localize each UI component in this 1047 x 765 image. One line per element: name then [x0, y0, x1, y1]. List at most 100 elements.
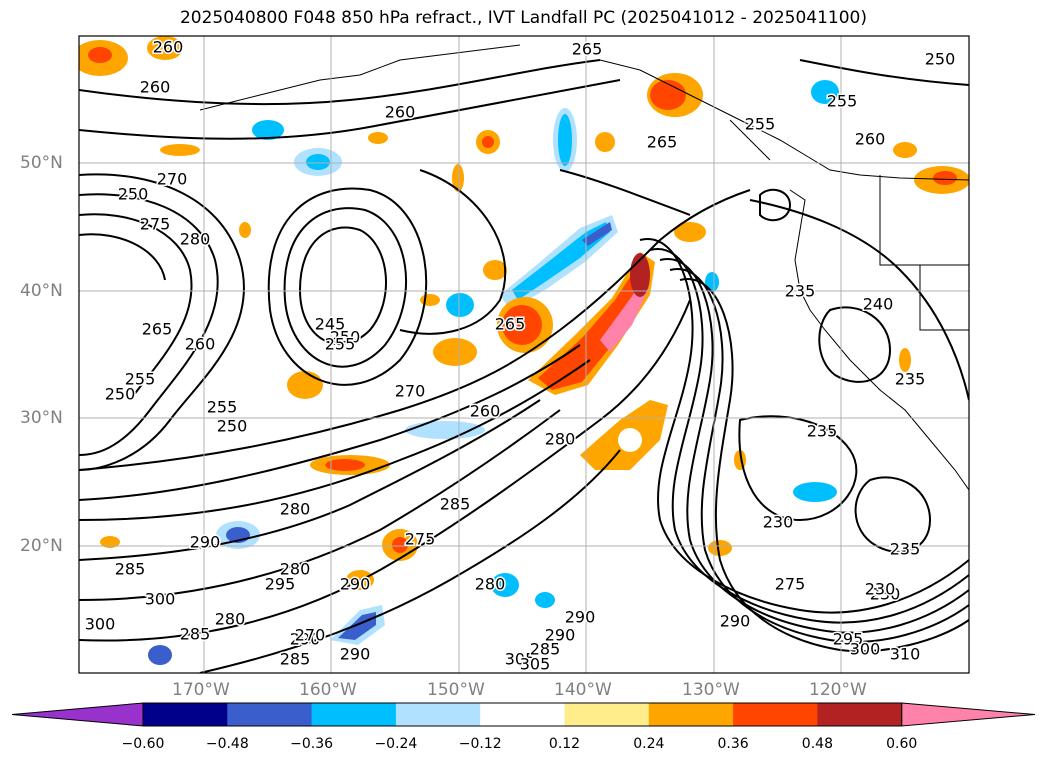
colorbar-tick-label: −0.36 — [290, 736, 334, 752]
colorbar-segment — [311, 703, 397, 726]
lon-label-130w: 130°W — [682, 680, 740, 700]
contour-label: 260 — [153, 38, 184, 57]
contour-label: 265 — [495, 315, 526, 334]
lat-label-20: 20°N — [20, 536, 63, 556]
contour-label: 280 — [215, 610, 246, 629]
contour-label: 245 — [315, 315, 346, 334]
lon-label-170w: 170°W — [172, 680, 230, 700]
colorbar-tick-label: −0.24 — [374, 736, 418, 752]
colorbar-tick-label: 0.36 — [717, 736, 749, 752]
shading-layer — [79, 36, 969, 665]
contour-label: 275 — [140, 215, 171, 234]
contour-label: 280 — [280, 560, 311, 579]
contour-label: 285 — [440, 495, 471, 514]
colorbar-segment — [648, 703, 734, 726]
contour-label: 250 — [105, 385, 136, 404]
contour-label: 285 — [530, 640, 561, 659]
contour-label: 305 — [505, 650, 536, 669]
colorbar-segment — [227, 703, 313, 726]
contour-label: 295 — [265, 575, 296, 594]
contour-label: 235 — [890, 540, 921, 559]
contour-label: 290 — [340, 645, 371, 664]
colorbar-tick-label: −0.48 — [205, 736, 249, 752]
contour-label: 230 — [870, 585, 901, 604]
map-frame — [78, 35, 970, 674]
contour-label: 280 — [545, 430, 576, 449]
contour-label: 255 — [207, 398, 238, 417]
contour-label: 290 — [720, 612, 751, 631]
contour-label: 290 — [545, 626, 576, 645]
contour-label: 290 — [290, 630, 321, 649]
contour-label: 250 — [925, 50, 956, 69]
contour-label: 265 — [647, 133, 678, 152]
colorbar-tick-label: −0.60 — [121, 736, 165, 752]
contour-label: 265 — [142, 320, 173, 339]
contour-label: 255 — [325, 335, 356, 354]
contour-label: 290 — [565, 608, 596, 627]
colorbar-tick-label: 0.24 — [633, 736, 665, 752]
contour-label: 305 — [520, 655, 551, 674]
colorbar-outline — [142, 702, 903, 727]
contour-label: 285 — [115, 560, 146, 579]
contour-label: 230 — [865, 580, 896, 599]
colorbar-tick-label: −0.12 — [458, 736, 502, 752]
contour-label: 240 — [863, 295, 894, 314]
contour-label: 265 — [572, 40, 603, 59]
contour-label: 300 — [850, 640, 881, 659]
colorbar — [11, 702, 1036, 727]
contour-label: 260 — [140, 78, 171, 97]
contour-label: 285 — [180, 625, 211, 644]
contour-label: 270 — [395, 382, 426, 401]
contour-layer — [79, 59, 969, 673]
lat-label-30: 30°N — [20, 408, 63, 428]
colorbar-segment — [733, 703, 818, 726]
contour-label: 250 — [217, 417, 248, 436]
contour-label: 290 — [190, 533, 221, 552]
contour-label: 275 — [775, 575, 806, 594]
contour-label: 285 — [280, 650, 311, 669]
colorbar-tick-label: 0.48 — [801, 736, 833, 752]
contour-label: 280 — [180, 230, 211, 249]
contour-label: 235 — [807, 422, 838, 441]
contour-label: 250 — [330, 328, 361, 347]
contour-label: 235 — [895, 370, 926, 389]
map-title: 2025040800 F048 850 hPa refract., IVT La… — [179, 8, 867, 28]
lon-label-160w: 160°W — [299, 680, 357, 700]
contour-label: 280 — [475, 575, 506, 594]
lon-label-120w: 120°W — [809, 680, 867, 700]
contour-label: 230 — [763, 513, 794, 532]
contour-label: 275 — [405, 530, 436, 549]
lon-label-150w: 150°W — [427, 680, 485, 700]
contour-label: 255 — [125, 370, 156, 389]
contour-label: 235 — [785, 282, 816, 301]
contour-label: 250 — [118, 185, 149, 204]
graticule — [79, 36, 969, 673]
contour-label: 300 — [85, 615, 116, 634]
contour-label: 260 — [185, 335, 216, 354]
colorbar-segment — [817, 703, 903, 726]
colorbar-segment — [395, 703, 481, 726]
colorbar-tick-label: 0.60 — [886, 736, 918, 752]
contour-label-layer: 2602602652602652552602552502702752502802… — [83, 36, 957, 675]
contour-label: 260 — [470, 402, 501, 421]
contour-label: 255 — [827, 92, 858, 111]
contour-label: 290 — [340, 575, 371, 594]
contour-label: 280 — [280, 500, 311, 519]
lon-label-140w: 140°W — [554, 680, 612, 700]
contour-label: 295 — [833, 630, 864, 649]
contour-label: 270 — [295, 626, 326, 645]
contour-label: 300 — [145, 590, 176, 609]
lat-label-50: 50°N — [20, 153, 63, 173]
colorbar-segment — [480, 703, 565, 726]
colorbar-segment — [143, 703, 228, 726]
contour-label: 260 — [855, 130, 886, 149]
contour-label: 270 — [157, 170, 188, 189]
colorbar-extend-high — [901, 702, 1036, 727]
contour-label: 260 — [385, 103, 416, 122]
colorbar-extend-low — [11, 702, 144, 727]
contour-label: 310 — [890, 645, 921, 664]
colorbar-tick-label: 0.12 — [548, 736, 581, 752]
contour-label: 255 — [745, 115, 776, 134]
lat-label-40: 40°N — [20, 281, 63, 301]
